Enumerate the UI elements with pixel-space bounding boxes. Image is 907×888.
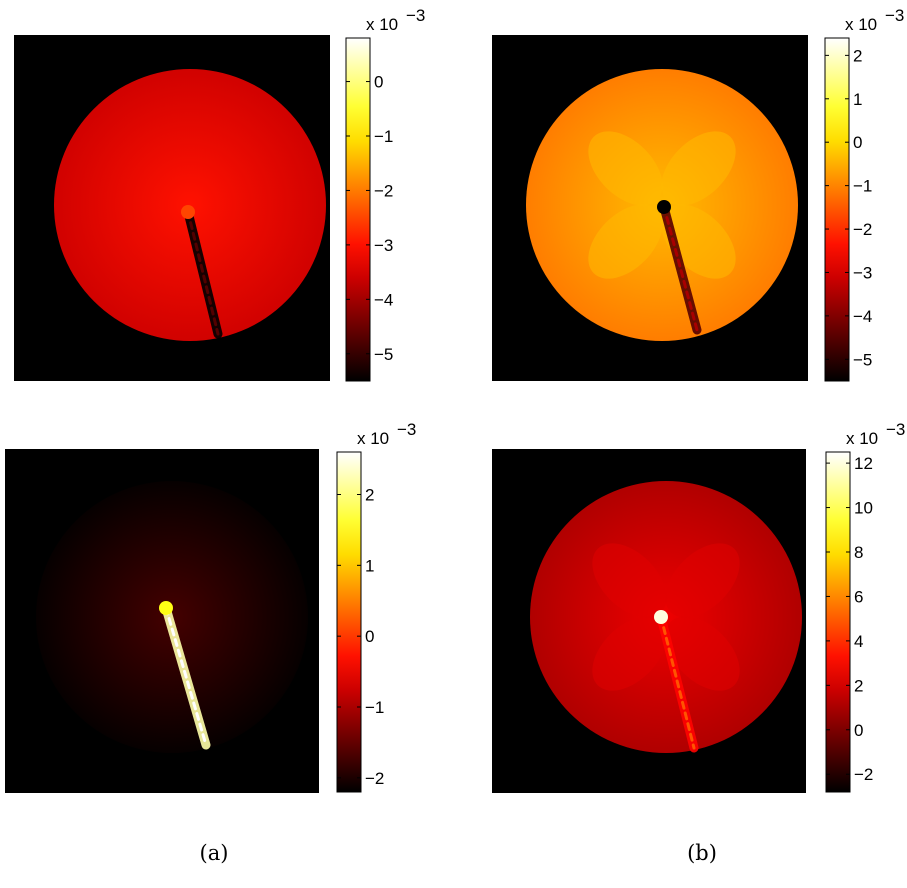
panel-top-right: 2 1 0 −1 −2 −3 −4 −5 x 10 −3 [492,6,904,382]
crack-core [662,205,699,332]
crack-tip [657,200,671,214]
colorbar [345,37,371,382]
colorbar-multiplier: x 10 [366,15,398,34]
stress-lobe [588,131,663,206]
colorbar-tick-label: −2 [853,220,872,239]
colorbar-tick-label: 6 [854,587,863,606]
panel-bottom-left: 2 1 0 −1 −2 x 10 −3 [5,420,416,793]
stress-lobe [665,616,740,691]
crack-tip [181,205,195,219]
stress-lobe [592,616,667,691]
colorbar-tick-label: 0 [365,627,374,646]
colorbar [336,451,362,793]
crack-core [659,615,696,750]
colorbar-multiplier: x 10 [846,429,878,448]
crack-core [186,210,220,336]
stress-lobe [661,131,736,206]
colorbar-tick-label: −4 [374,290,393,309]
caption-a: (a) [200,841,229,865]
colorbar-tick-label: −3 [374,236,393,255]
colorbar-tick-label: −5 [374,345,393,364]
colorbar-tick-label: 0 [853,133,862,152]
crack-core [164,606,208,747]
colorbar-tick-label: 4 [854,632,863,651]
colorbar-tick-label: 2 [854,676,863,695]
colorbar [825,451,851,793]
colorbar-exponent: −3 [397,420,416,439]
panel-top-left: 0 −1 −2 −3 −4 −5 x 10 −3 [14,6,425,382]
colorbar-tick-label: −2 [365,769,384,788]
colorbar-tick-label: 2 [853,46,862,65]
colorbar-tick-label: 8 [854,543,863,562]
colorbar-exponent: −3 [886,420,905,439]
colorbar-tick-label: −1 [365,698,384,717]
colorbar-tick-label: −2 [374,181,393,200]
colorbar-tick-label: 0 [854,721,863,740]
colorbar-tick-label: −5 [853,350,872,369]
caption-b: (b) [687,841,717,865]
colorbar-multiplier: x 10 [357,429,389,448]
stress-lobe [665,543,740,618]
stress-lobe [592,543,667,618]
colorbar-tick-label: −2 [854,765,873,784]
colorbar [824,37,850,382]
colorbar-tick-label: 0 [374,73,383,92]
colorbar-tick-label: 12 [854,454,873,473]
colorbar-multiplier: x 10 [845,15,877,34]
colorbar-tick-label: −1 [853,177,872,196]
colorbar-tick-label: 1 [365,556,374,575]
colorbar-tick-label: −1 [374,127,393,146]
colorbar-tick-label: −4 [853,307,872,326]
colorbar-exponent: −3 [885,6,904,25]
colorbar-tick-label: −3 [853,263,872,282]
colorbar-tick-label: 2 [365,486,374,505]
stress-lobe [588,204,663,279]
panel-bottom-right: 12 10 8 6 4 2 0 −2 x 10 −3 [492,420,905,793]
colorbar-tick-label: 1 [853,90,862,109]
crack-tip [654,610,668,624]
crack-tip [159,601,173,615]
colorbar-tick-label: 10 [854,499,873,518]
colorbar-exponent: −3 [406,6,425,25]
specimen-disk [54,69,326,341]
